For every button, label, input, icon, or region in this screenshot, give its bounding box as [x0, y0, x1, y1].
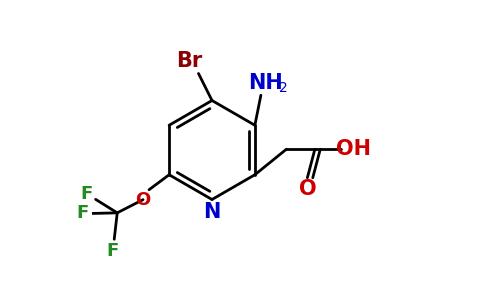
Text: NH: NH: [248, 73, 283, 93]
Text: F: F: [106, 242, 119, 260]
Text: OH: OH: [336, 139, 371, 159]
Text: O: O: [136, 191, 151, 209]
Text: F: F: [76, 205, 89, 223]
Text: O: O: [299, 179, 317, 199]
Text: 2: 2: [279, 81, 288, 95]
Text: F: F: [80, 185, 93, 203]
Text: N: N: [204, 202, 221, 221]
Text: Br: Br: [176, 51, 202, 70]
